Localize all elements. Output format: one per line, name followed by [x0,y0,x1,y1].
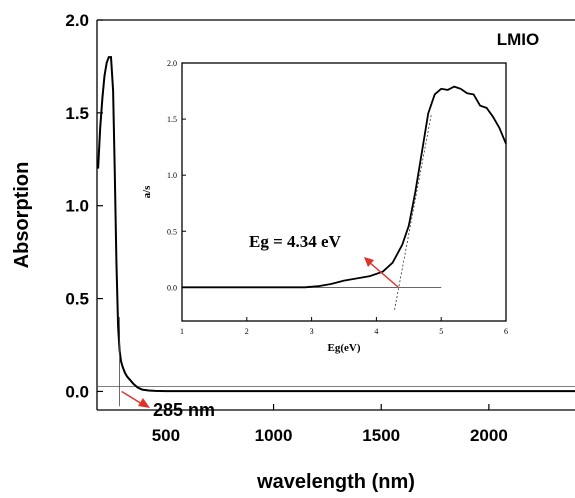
inset-x-tick-label: 6 [504,327,508,336]
legend-label: LMIO [497,30,540,49]
inset-annotation-label: Eg = 4.34 eV [249,232,342,251]
main-annotation-label: 285 nm [153,400,215,420]
inset-annotation-arrowhead [364,257,374,267]
inset-y-tick-label: 1.0 [167,171,177,180]
main-y-ticks: 0.0 0.5 1.0 1.5 2.0 [65,11,103,401]
main-annotation-arrowhead [138,398,150,408]
inset-frame [181,62,507,322]
main-plot: 0.0 0.5 1.0 1.5 2.0 500 1000 1500 2000 waveleng… [11,11,575,493]
inset-x-ticks: 1 2 3 4 5 6 [180,317,508,336]
main-y-tick-label: 0.5 [65,290,89,309]
main-series-line [97,56,575,393]
inset-x-axis-label: Eg(eV) [328,342,361,354]
main-annotation-arrow [121,390,143,405]
main-y-tick-label: 2.0 [65,11,89,30]
inset-series-line [182,85,507,289]
inset-x-tick-label: 2 [245,327,249,336]
inset-x-tick-label: 4 [374,327,378,336]
inset-y-tick-label: 0.5 [167,227,177,236]
main-y-tick-label: 1.5 [65,104,89,123]
inset-y-tick-label: 2.0 [167,59,177,68]
inset-x-tick-label: 3 [310,327,314,336]
inset-y-tick-label: 1.5 [167,115,177,124]
inset-plot: 0.0 0.5 1.0 1.5 2.0 1 2 3 4 5 6 Eg(eV) a/s Eg = 4… [141,59,508,354]
inset-x-tick-label: 5 [439,327,443,336]
main-y-tick-label: 1.0 [65,197,89,216]
inset-tangent-line [394,113,432,310]
main-x-ticks: 500 1000 1500 2000 [152,404,508,445]
inset-x-tick-label: 1 [180,327,184,336]
main-x-tick-label: 1000 [255,426,293,445]
inset-annotation-arrow [368,261,399,288]
main-y-axis-label: Absorption [11,162,33,269]
main-x-tick-label: 500 [152,426,180,445]
main-x-axis-label: wavelength (nm) [256,471,415,493]
inset-y-axis-label: a/s [141,185,153,199]
inset-y-tick-label: 0.0 [167,283,177,292]
main-x-tick-label: 2000 [470,426,508,445]
main-x-tick-label: 1500 [362,426,400,445]
main-y-tick-label: 0.0 [65,382,89,401]
